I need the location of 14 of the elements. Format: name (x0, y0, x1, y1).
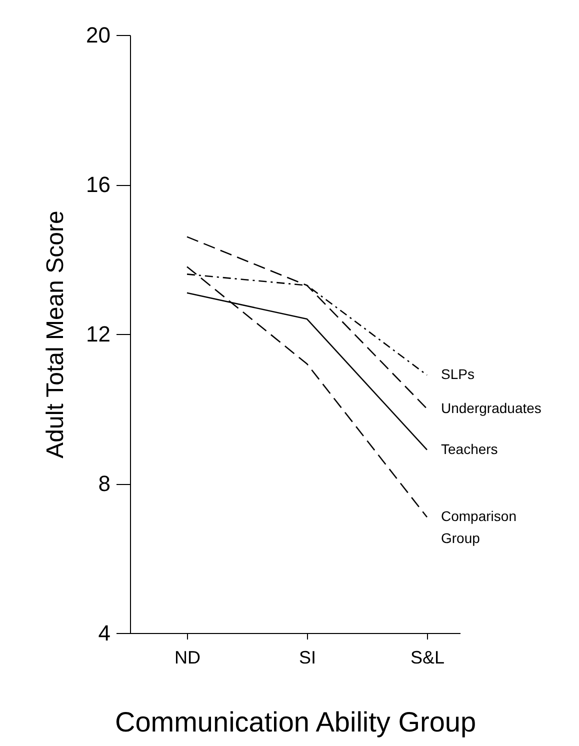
series-label: SLPs (441, 366, 474, 382)
y-tick-label: 4 (98, 620, 110, 646)
y-tick-label: 16 (86, 172, 110, 197)
y-tick-label: 8 (98, 471, 110, 496)
y-axis-title: Adult Total Mean Score (42, 210, 70, 458)
x-tick-label: SI (298, 648, 316, 668)
y-tick-label: 12 (86, 322, 110, 346)
series-label: Comparison Group (441, 508, 516, 546)
x-tick-label: S&L (410, 648, 445, 668)
series-label: Teachers (441, 440, 498, 457)
x-tick-label: ND (174, 648, 200, 668)
y-tick-label: 20 (86, 22, 110, 48)
series-label: Undergraduates (441, 400, 542, 416)
x-axis-title: Communication Ability Group (114, 706, 476, 738)
